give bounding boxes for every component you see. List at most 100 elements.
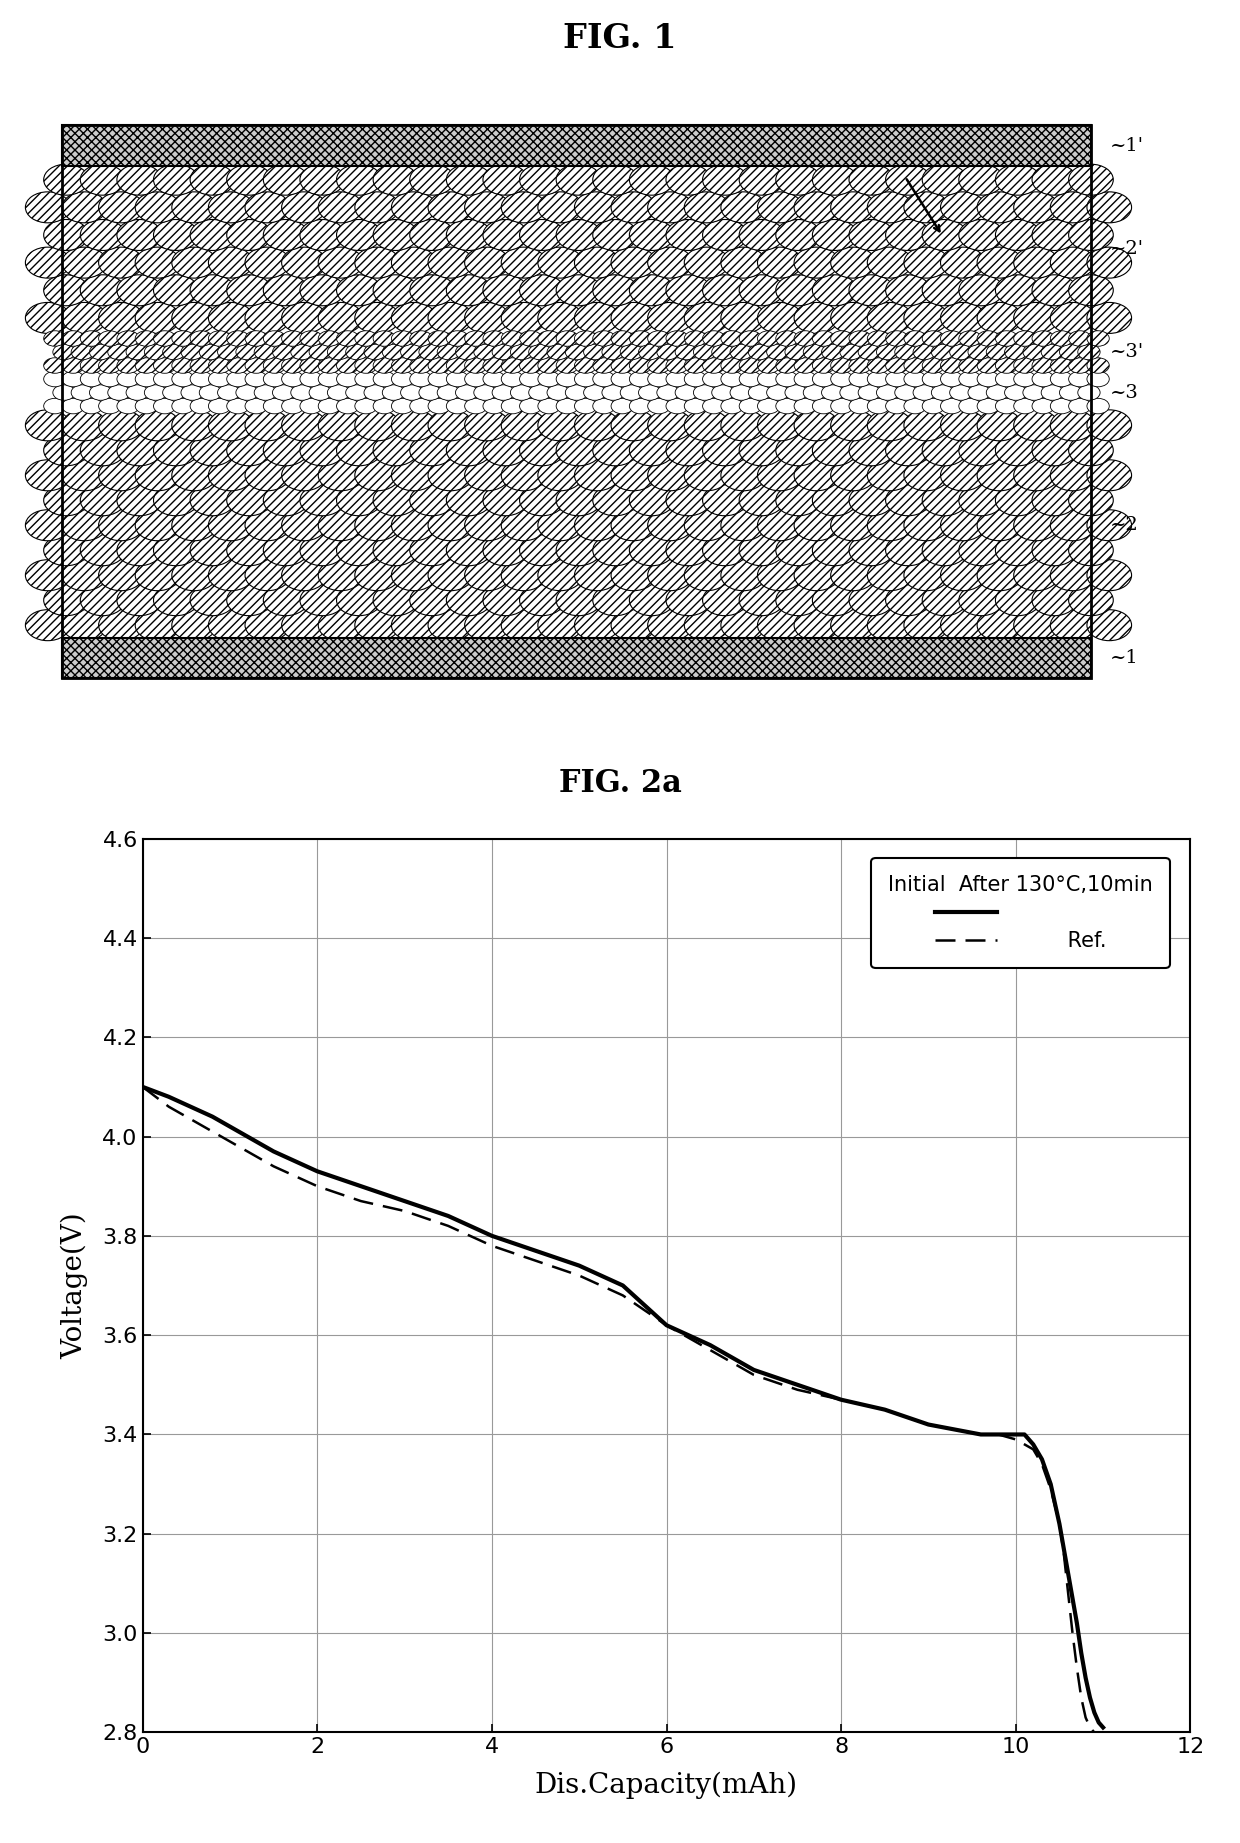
Ellipse shape	[246, 610, 290, 641]
Ellipse shape	[720, 610, 765, 641]
Ellipse shape	[236, 345, 258, 359]
Ellipse shape	[336, 275, 381, 306]
Ellipse shape	[557, 164, 601, 195]
Ellipse shape	[904, 560, 949, 592]
Ellipse shape	[227, 219, 272, 251]
Ellipse shape	[446, 398, 469, 415]
Ellipse shape	[474, 385, 496, 400]
Ellipse shape	[630, 358, 652, 374]
Ellipse shape	[300, 435, 345, 466]
Ellipse shape	[1069, 275, 1114, 306]
Ellipse shape	[593, 219, 637, 251]
Ellipse shape	[300, 219, 345, 251]
Ellipse shape	[684, 370, 707, 387]
Ellipse shape	[703, 435, 748, 466]
Ellipse shape	[739, 534, 784, 566]
Ellipse shape	[126, 345, 149, 359]
Ellipse shape	[81, 330, 103, 346]
Ellipse shape	[373, 358, 396, 374]
Ellipse shape	[181, 385, 203, 400]
Ellipse shape	[43, 534, 88, 566]
Ellipse shape	[986, 385, 1008, 400]
Ellipse shape	[758, 511, 802, 540]
Ellipse shape	[647, 610, 692, 641]
Ellipse shape	[208, 247, 253, 278]
Ellipse shape	[43, 330, 66, 346]
Ellipse shape	[996, 164, 1040, 195]
Ellipse shape	[730, 345, 753, 359]
Ellipse shape	[1059, 345, 1081, 359]
Ellipse shape	[154, 358, 176, 374]
Ellipse shape	[208, 370, 231, 387]
Ellipse shape	[776, 358, 799, 374]
Ellipse shape	[428, 247, 472, 278]
Ellipse shape	[227, 398, 249, 415]
Ellipse shape	[557, 330, 579, 346]
Ellipse shape	[867, 409, 911, 440]
Ellipse shape	[465, 358, 487, 374]
Ellipse shape	[794, 302, 838, 334]
Ellipse shape	[977, 247, 1022, 278]
Ellipse shape	[246, 409, 290, 440]
Text: ~3: ~3	[1110, 383, 1138, 402]
Ellipse shape	[996, 370, 1018, 387]
Ellipse shape	[703, 370, 725, 387]
Ellipse shape	[1014, 247, 1059, 278]
Ellipse shape	[409, 219, 454, 251]
Ellipse shape	[520, 485, 564, 516]
Ellipse shape	[574, 192, 619, 223]
Ellipse shape	[208, 511, 253, 540]
Ellipse shape	[849, 219, 894, 251]
Ellipse shape	[392, 511, 436, 540]
Ellipse shape	[959, 275, 1003, 306]
Ellipse shape	[327, 385, 350, 400]
Ellipse shape	[601, 385, 624, 400]
Ellipse shape	[1050, 459, 1095, 490]
Ellipse shape	[81, 485, 125, 516]
Text: FIG. 2a: FIG. 2a	[558, 769, 682, 798]
Ellipse shape	[135, 459, 180, 490]
Ellipse shape	[584, 345, 606, 359]
Ellipse shape	[336, 534, 381, 566]
Ellipse shape	[849, 275, 894, 306]
Ellipse shape	[89, 385, 112, 400]
Ellipse shape	[117, 164, 161, 195]
Bar	[62, 125, 1091, 166]
Ellipse shape	[959, 370, 981, 387]
Ellipse shape	[703, 534, 748, 566]
Ellipse shape	[501, 511, 546, 540]
Ellipse shape	[977, 560, 1022, 592]
Ellipse shape	[355, 511, 399, 540]
Ellipse shape	[923, 370, 945, 387]
Ellipse shape	[977, 398, 999, 415]
Ellipse shape	[977, 358, 999, 374]
Ellipse shape	[25, 610, 69, 641]
Ellipse shape	[281, 358, 304, 374]
Ellipse shape	[428, 610, 472, 641]
Ellipse shape	[1087, 398, 1110, 415]
Ellipse shape	[474, 345, 496, 359]
Ellipse shape	[812, 398, 835, 415]
Ellipse shape	[401, 345, 423, 359]
Ellipse shape	[190, 435, 234, 466]
Ellipse shape	[81, 584, 125, 616]
Ellipse shape	[501, 358, 523, 374]
Ellipse shape	[574, 409, 619, 440]
Ellipse shape	[574, 459, 619, 490]
Ellipse shape	[428, 330, 450, 346]
Ellipse shape	[720, 302, 765, 334]
Ellipse shape	[684, 459, 729, 490]
Ellipse shape	[996, 485, 1040, 516]
Ellipse shape	[281, 247, 326, 278]
Ellipse shape	[684, 610, 729, 641]
Ellipse shape	[630, 275, 675, 306]
Ellipse shape	[208, 398, 231, 415]
Ellipse shape	[684, 398, 707, 415]
Ellipse shape	[639, 385, 661, 400]
Ellipse shape	[446, 164, 491, 195]
Ellipse shape	[885, 435, 930, 466]
Ellipse shape	[246, 511, 290, 540]
Ellipse shape	[501, 192, 546, 223]
Ellipse shape	[931, 385, 954, 400]
Ellipse shape	[666, 275, 711, 306]
